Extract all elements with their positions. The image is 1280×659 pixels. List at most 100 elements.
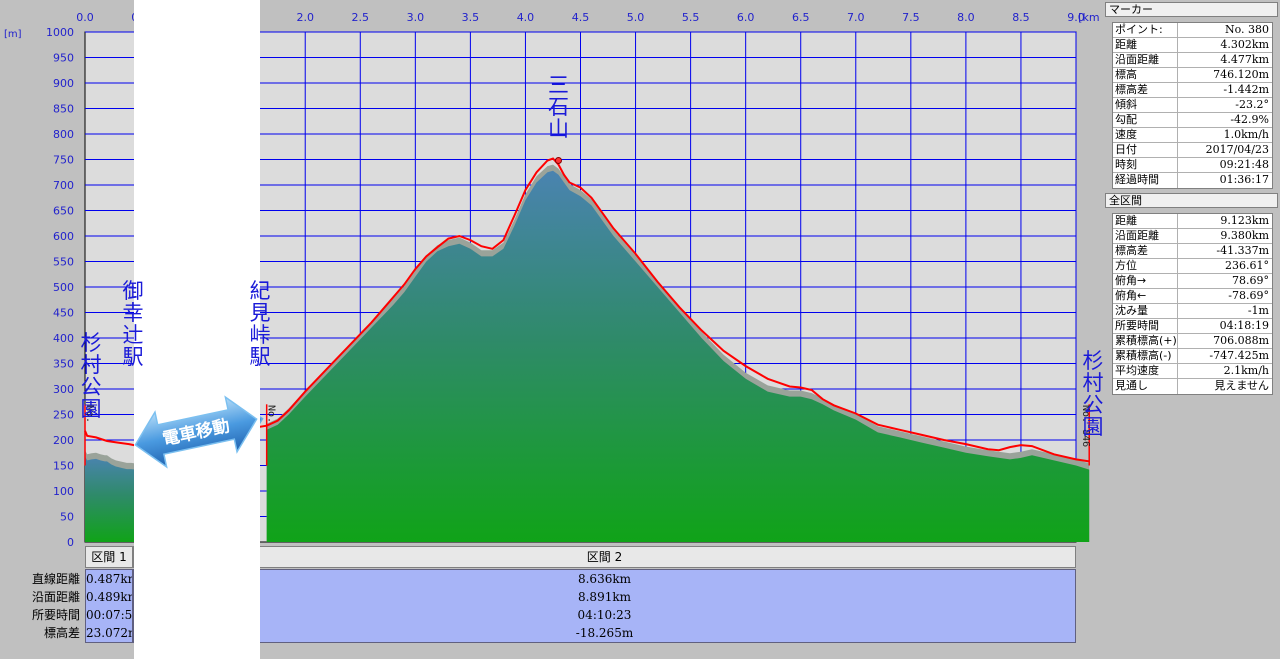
marker-value: 4.477km — [1220, 53, 1269, 66]
total-value: 見えません — [1214, 379, 1269, 392]
x-tick-label: 4.0 — [517, 11, 535, 24]
marker-value: 746.120m — [1213, 68, 1269, 81]
total-row: 方位 236.61° — [1113, 259, 1272, 274]
total-value: 236.61° — [1225, 259, 1269, 272]
section-1-surface: 0.489km — [86, 590, 132, 604]
row-header-time: 所要時間 — [31, 608, 80, 622]
total-row: 俯角→ 78.69° — [1113, 274, 1272, 289]
y-tick-label: 350 — [53, 358, 74, 371]
summit-marker — [554, 156, 562, 164]
y-tick-label: 650 — [53, 205, 74, 218]
y-axis-ticks: 1000950900850800750700650600550500450400… — [46, 26, 74, 548]
train-transfer-arrow-overlay: 電車移動 — [134, 395, 258, 469]
y-tick-label: 850 — [53, 103, 74, 116]
total-row: 標高差 -41.337m — [1113, 244, 1272, 259]
place-label-char: 駅 — [123, 345, 144, 369]
place-label-char: 見 — [250, 301, 271, 325]
y-tick-label: 900 — [53, 77, 74, 90]
y-tick-label: 750 — [53, 154, 74, 167]
x-tick-label: 7.0 — [847, 11, 865, 24]
total-value: -747.425m — [1209, 349, 1269, 362]
total-row: 平均速度 2.1km/h — [1113, 364, 1272, 379]
place-label-char: 公 — [81, 375, 102, 399]
x-tick-label: 2.5 — [352, 11, 370, 24]
section-2-values: 8.636km 8.891km 04:10:23 -18.265m — [133, 569, 1076, 643]
route-line — [84, 157, 1090, 463]
x-tick-label: 6.0 — [737, 11, 755, 24]
place-label-char: 園 — [1083, 415, 1104, 439]
y-tick-label: 100 — [53, 485, 74, 498]
section-1-straight: 0.487km — [86, 572, 132, 586]
place-label-char: 峠 — [250, 323, 271, 347]
row-header-surface-distance: 沿面距離 — [31, 590, 80, 604]
place-label-char: 三 — [548, 73, 569, 97]
total-key: 累積標高(-) — [1113, 349, 1178, 363]
point-number-label: No. — [266, 405, 277, 423]
place-label-char: 辻 — [123, 323, 144, 347]
marker-row: 時刻 09:21:48 — [1113, 158, 1272, 173]
marker-key: 傾斜 — [1113, 98, 1178, 112]
x-tick-label: 7.5 — [902, 11, 920, 24]
section-2-tab[interactable]: 区間 2 — [133, 546, 1076, 568]
total-key: 標高差 — [1113, 244, 1178, 258]
marker-key: 沿面距離 — [1113, 53, 1178, 67]
place-label-char: 御 — [123, 279, 144, 303]
total-row: 所要時間 04:18:19 — [1113, 319, 1272, 334]
y-tick-label: 150 — [53, 460, 74, 473]
total-row: 累積標高(+) 706.088m — [1113, 334, 1272, 349]
marker-value: 01:36:17 — [1219, 173, 1269, 186]
total-key: 平均速度 — [1113, 364, 1178, 378]
x-tick-label: 5.0 — [627, 11, 645, 24]
y-tick-label: 950 — [53, 52, 74, 65]
x-tick-label: 3.5 — [462, 11, 480, 24]
summit-label: 三石山 — [548, 73, 569, 141]
total-table: 距離 9.123km 沿面距離 9.380km 標高差 -41.337m 方位 236.61°… — [1112, 213, 1273, 395]
x-tick-label: 8.0 — [957, 11, 975, 24]
marker-row: 日付 2017/04/23 — [1113, 143, 1272, 158]
marker-value: No. 380 — [1224, 23, 1269, 36]
x-tick-label: 3.0 — [407, 11, 425, 24]
total-key: 累積標高(+) — [1115, 334, 1178, 348]
y-tick-label: 0 — [67, 536, 74, 548]
place-label-char: 幸 — [123, 301, 144, 325]
x-axis-unit: [km] — [1078, 11, 1100, 24]
marker-key: ポイント: — [1113, 23, 1178, 37]
marker-key: 標高差 — [1113, 83, 1178, 97]
marker-row: 傾斜 -23.2° — [1113, 98, 1272, 113]
total-key: 俯角← — [1113, 289, 1178, 303]
terrain-area-2 — [266, 170, 1090, 542]
total-value: -1m — [1247, 304, 1269, 317]
marker-value: -23.2° — [1235, 98, 1269, 111]
total-value: 78.69° — [1232, 274, 1269, 287]
marker-row: 標高差 -1.442m — [1113, 83, 1272, 98]
y-tick-label: 300 — [53, 383, 74, 396]
marker-row: 距離 4.302km — [1113, 38, 1272, 53]
y-tick-label: 450 — [53, 307, 74, 320]
place-label-char: 公 — [1083, 393, 1104, 417]
x-tick-label: 2.0 — [296, 11, 314, 24]
marker-key: 距離 — [1113, 38, 1178, 52]
y-tick-label: 400 — [53, 332, 74, 345]
section-2-straight: 8.636km — [577, 572, 631, 586]
y-tick-label: 700 — [53, 179, 74, 192]
row-header-straight-distance: 直線距離 — [31, 572, 80, 586]
terrain-areas — [85, 164, 1090, 542]
section-1-tab[interactable]: 区間 1 — [85, 546, 133, 568]
place-label-char: 杉 — [1083, 349, 1104, 373]
marker-value: 4.302km — [1220, 38, 1269, 51]
marker-panel-title: マーカー — [1105, 2, 1278, 17]
section-2-time: 04:10:23 — [577, 608, 632, 622]
x-tick-label: 5.5 — [682, 11, 700, 24]
marker-value: -42.9% — [1230, 113, 1269, 126]
double-arrow-icon-overlay — [134, 395, 258, 469]
place-label-char: 村 — [1083, 371, 1104, 395]
terrain-area-1 — [85, 456, 139, 542]
place-label-char: 杉 — [81, 331, 102, 355]
section-1-time: 00:07:56 — [86, 608, 132, 622]
section-2-surface: 8.891km — [577, 590, 631, 604]
